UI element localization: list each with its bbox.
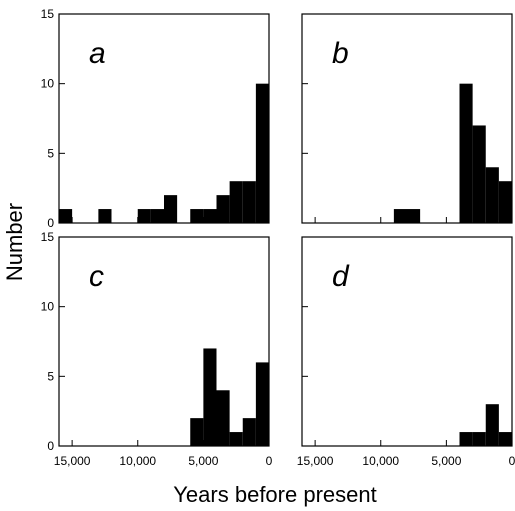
panel-c: 0 5 10 15 15,000 10,000 5,000 0 c: [41, 230, 273, 468]
panel-label-b: b: [332, 37, 349, 70]
bar-b-12: [459, 83, 473, 224]
x-tick-label-d-15000: 15,000: [297, 454, 334, 468]
panel-frame-d: [301, 236, 513, 447]
bar-a-12: [216, 195, 230, 223]
bar-c-14: [242, 418, 256, 446]
x-tick-label-d-0: 0: [509, 454, 515, 468]
y-tick-label-c-15: 15: [41, 230, 55, 244]
bar-c-15: [255, 362, 269, 446]
bar-b-8: [407, 209, 421, 223]
y-tick-label-c-10: 10: [41, 300, 55, 314]
panel-label-d: d: [332, 260, 350, 293]
bar-c-13: [229, 432, 243, 446]
x-tick-label-c-5000: 5,000: [188, 454, 218, 468]
x-tick-label-d-5000: 5,000: [431, 454, 461, 468]
panel-label-c: c: [89, 260, 104, 293]
y-tick-label-c-5: 5: [47, 369, 54, 383]
y-tick-label-c-0: 0: [47, 439, 54, 453]
bar-a-10: [190, 209, 204, 223]
y-tick-label-a-5: 5: [47, 146, 54, 160]
x-tick-label-c-15000: 15,000: [54, 454, 91, 468]
bar-b-13: [472, 125, 486, 223]
panel-d: 15,000 10,000 5,000 0 d: [297, 236, 515, 468]
bar-c-11: [203, 348, 217, 446]
bar-d-15: [498, 432, 512, 446]
bar-d-14: [485, 404, 499, 446]
bar-b-7: [393, 209, 407, 223]
bar-b-15: [498, 181, 512, 223]
bar-b-14: [485, 167, 499, 223]
panel-label-a: a: [89, 37, 106, 70]
bar-a-11: [203, 209, 217, 223]
bar-c-12: [216, 390, 230, 446]
bar-d-12: [459, 432, 473, 446]
panel-b: b: [301, 13, 513, 224]
x-tick-label-c-0: 0: [266, 454, 273, 468]
bar-a-13: [229, 181, 243, 223]
x-tick-label-c-10000: 10,000: [119, 454, 156, 468]
y-tick-label-a-10: 10: [41, 77, 55, 91]
bar-a-0: [59, 209, 73, 223]
panel-frame-c: [58, 236, 270, 447]
bar-a-3: [98, 209, 112, 223]
bar-c-10: [190, 418, 204, 446]
y-tick-label-a-0: 0: [47, 216, 54, 230]
panel-frame-a: [58, 13, 270, 224]
bar-a-15: [255, 83, 269, 224]
x-tick-label-d-10000: 10,000: [362, 454, 399, 468]
bar-a-14: [242, 181, 256, 223]
bar-a-6: [137, 209, 151, 223]
bar-d-13: [472, 432, 486, 446]
x-axis-title: Years before present: [173, 482, 376, 507]
panel-a: 0 5 10 15 a: [41, 7, 270, 230]
bar-a-7: [150, 209, 164, 223]
y-axis-title: Number: [2, 203, 27, 281]
y-tick-label-a-15: 15: [41, 7, 55, 21]
bar-a-8: [164, 195, 178, 223]
panel-frame-b: [301, 13, 513, 224]
